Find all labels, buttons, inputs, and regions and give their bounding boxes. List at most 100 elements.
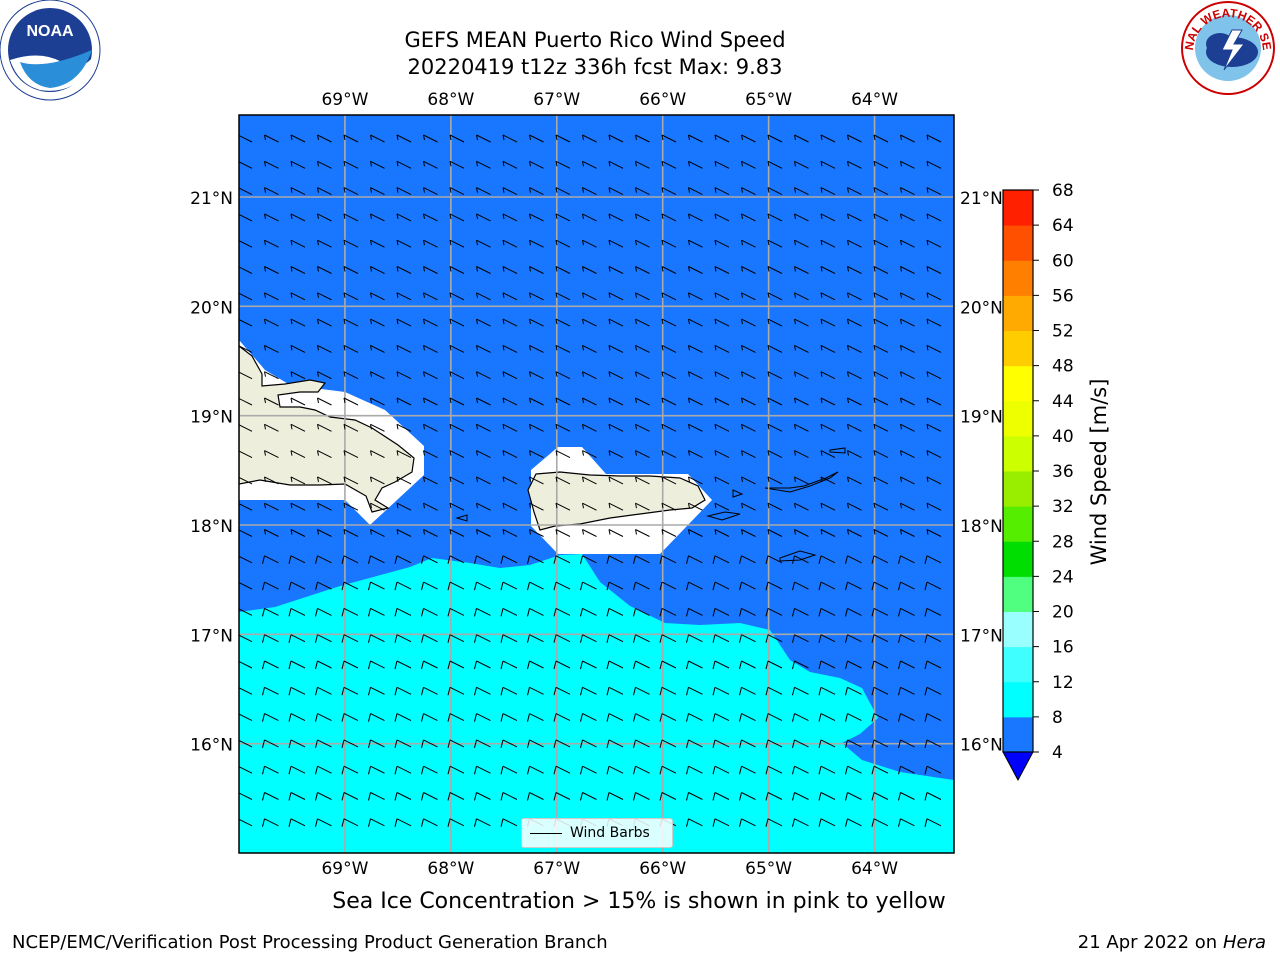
wind-barb [500,660,518,670]
wind-barb [900,450,915,459]
wind-barb [818,634,836,643]
wind-barb [847,292,862,301]
wind-barb [792,660,809,670]
wind-barb [476,213,491,222]
wind-barb [871,792,889,801]
wind-barb [741,397,756,406]
wind-barb [712,686,730,696]
wind-barb [873,160,889,169]
wind-barb [394,607,412,617]
wind-barb [239,240,253,248]
wind-barb [686,607,703,617]
wind-barb [476,476,491,485]
wind-barb [394,555,412,564]
wind-barb [845,581,862,591]
wind-barb [421,713,438,722]
wind-barb [926,292,942,301]
wind-barb [635,318,650,327]
wind-barb [421,739,438,749]
lon-label: 69°W [321,90,368,110]
wind-barb [873,213,889,222]
wind-barb [633,660,650,670]
wind-barb [820,423,836,432]
wind-barb [264,318,279,327]
wind-barb [502,239,518,248]
wind-barb [820,318,836,327]
wind-barb [926,213,942,222]
wind-barb [926,371,942,380]
wind-barb [555,292,571,301]
wind-barb [847,397,862,406]
colorbar-bin [1003,330,1033,367]
wind-barb [317,239,332,248]
wind-barb [288,607,306,617]
wind-barb [686,660,703,670]
wind-barb [924,792,942,801]
chart-title: GEFS MEAN Puerto Rico Wind Speed [404,28,786,52]
wind-barb [394,739,412,749]
wind-barb [582,529,597,537]
wind-barb [582,476,597,485]
wind-barb [555,529,571,537]
wind-barb [449,266,465,274]
wind-barb [262,555,279,564]
wind-barb [926,239,942,248]
wind-barb [767,134,783,143]
wind-barb [926,502,942,511]
wind-barb [820,344,836,353]
wind-barb [661,450,677,459]
wind-barb [555,134,571,143]
wind-barb [290,292,306,301]
wind-barb [553,792,571,801]
wind-barb [553,765,571,775]
wind-barb [449,450,465,459]
wind-barb [582,239,597,248]
wind-barb [900,502,915,511]
wind-barb [871,713,889,722]
wind-barb [264,397,279,406]
wind-barb [900,344,915,353]
wind-barb [262,765,279,775]
wind-barb [476,397,491,406]
wind-barb [845,765,862,775]
wind-barb [924,581,942,591]
wind-barb [580,686,597,696]
wind-barb [847,423,862,432]
wind-barb [635,450,650,459]
wind-barb [580,634,597,643]
sea-ice-note: Sea Ice Concentration > 15% is shown in … [332,889,946,914]
wind-barb [555,318,571,327]
wind-barb [714,502,730,511]
wind-barb [606,607,624,617]
wind-barb [794,239,809,248]
wind-barb [502,187,518,196]
wind-barb [582,292,597,301]
wind-barb [741,266,756,274]
lon-label: 68°W [427,859,474,879]
wind-barb [714,134,730,143]
wind-barb [239,503,253,511]
wind-barb [794,344,809,353]
wind-barb [633,581,650,591]
wind-barb [659,739,677,749]
wind-barb [500,634,518,643]
wind-barb [688,529,703,537]
wind-barb [476,292,491,301]
wind-barb [396,371,412,380]
wind-barb [341,634,359,643]
wind-barb [688,371,703,380]
wind-barb [741,213,756,222]
wind-barb [239,397,253,406]
wind-barb [421,634,438,643]
lat-label: 18°N [190,517,233,537]
wind-barb [264,160,279,169]
wind-barb [421,686,438,696]
puerto-rico-land [527,471,706,531]
wind-barb [688,450,703,459]
colorbar-bin [1003,716,1033,753]
wind-barb [341,581,359,591]
wind-barb [608,187,624,196]
wind-barb [290,423,306,432]
wind-barb [343,529,359,537]
wind-barb [714,476,730,485]
